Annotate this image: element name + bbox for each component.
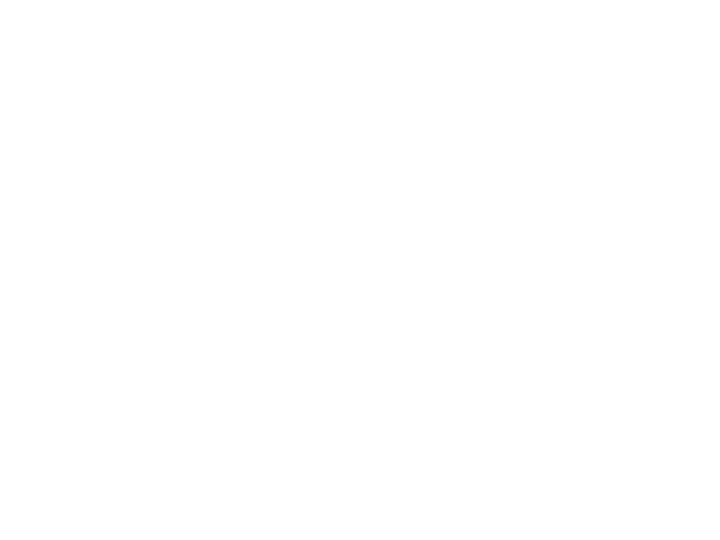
FancyBboxPatch shape xyxy=(18,14,702,89)
Text: The location of the point is defined by: The location of the point is defined by xyxy=(65,118,514,141)
Text: Example of location of points: Example of location of points xyxy=(65,204,409,228)
Text: •: • xyxy=(36,204,52,228)
Text: •: • xyxy=(36,118,52,141)
Text: the intersection of three planes.: the intersection of three planes. xyxy=(79,156,459,179)
Text: CARTESIAN COORDINATES (Cont’d): CARTESIAN COORDINATES (Cont’d) xyxy=(36,37,634,66)
Text: and: and xyxy=(79,242,123,266)
Text: $\mathit{Q}(2,-2,1)$: $\mathit{Q}(2,-2,1)$ xyxy=(122,239,289,268)
Text: $\mathit{P}(1,2,3)$: $\mathit{P}(1,2,3)$ xyxy=(518,201,638,231)
